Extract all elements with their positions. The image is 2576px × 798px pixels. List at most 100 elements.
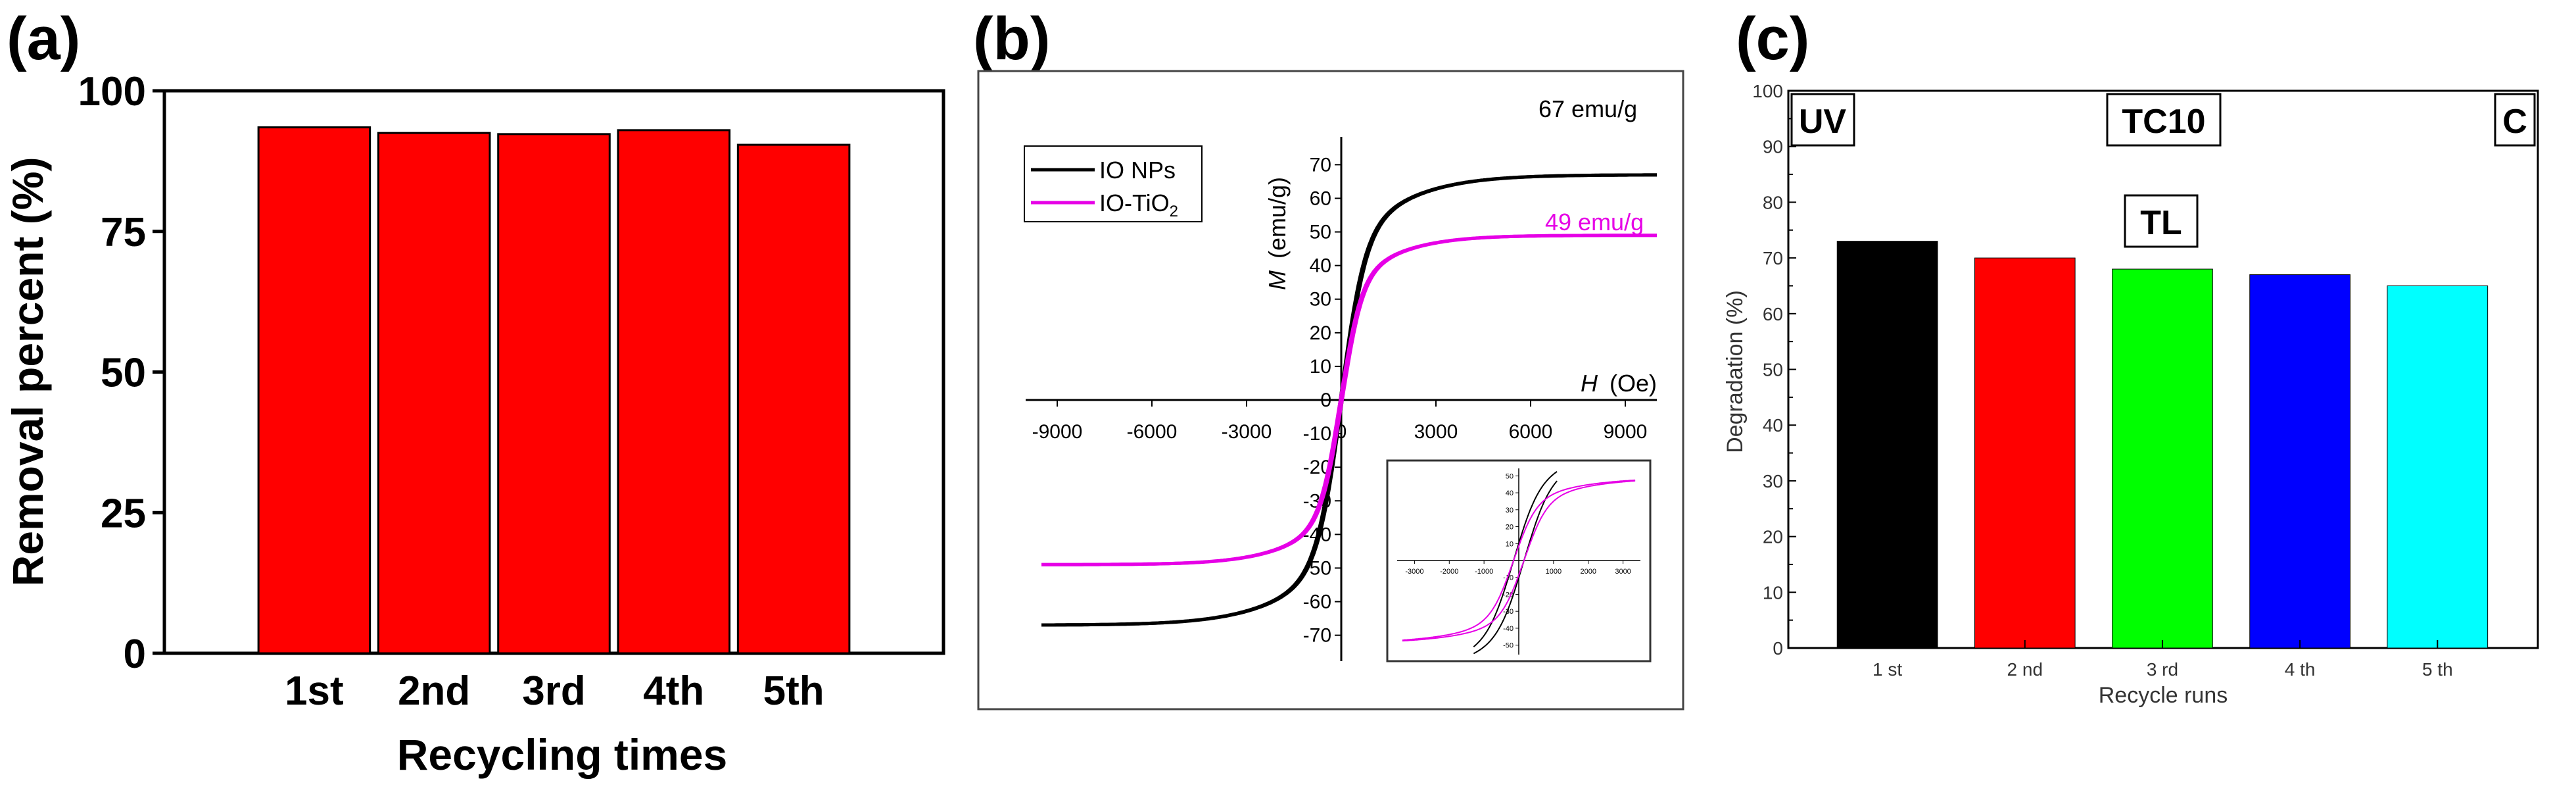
panel-c-bar-2 <box>1974 257 2076 649</box>
panel-c-y-tick-label: 100 <box>1752 81 1783 101</box>
panel-b-y-tick-label: 30 <box>1310 289 1331 311</box>
inset-y-tick-label: 10 <box>1506 540 1514 548</box>
panel-a-y-tick-label: 50 <box>101 351 146 396</box>
panel-c-label: (c) <box>1736 5 1809 72</box>
panel-b-legend-box <box>1024 145 1203 222</box>
panel-a-y-axis-title: Removal percent (%) <box>3 157 52 587</box>
panel-c-bars <box>1836 241 2489 649</box>
box-c-frame <box>2494 93 2536 147</box>
box-tl-text: TL <box>2140 204 2182 242</box>
panel-b-y-tick-label: 10 <box>1310 356 1331 378</box>
panel-a-y-tick-label: 25 <box>101 491 146 536</box>
panel-b-x-tick-label: -6000 <box>1127 421 1178 443</box>
panel-a-bar-2nd <box>377 132 491 655</box>
panel-a-bar-5th <box>736 143 851 655</box>
panel-a-y-ticks: 0 25 50 75 100 <box>78 69 164 677</box>
panel-c-x-axis-title: Recycle runs <box>2099 683 2228 708</box>
box-tc10-text: TC10 <box>2122 103 2205 141</box>
panel-c-y-tick-label: 0 <box>1773 638 1783 659</box>
panel-c: (c) 0 10 20 30 40 50 60 70 80 90 100 1 st 2 nd 3 rd 4… <box>1723 5 2539 708</box>
panel-c-x-tick-label: 4 th <box>2285 659 2316 680</box>
inset-curve-series-1-asc <box>1402 480 1636 642</box>
inset-x-tick-label: -3000 <box>1405 568 1423 576</box>
inset-x-tick-label: 1000 <box>1546 568 1562 576</box>
inset-y-tick-label: -40 <box>1503 625 1514 633</box>
panel-b: (b) -9000 -6000 -3000 0 3000 6000 9000 -70 -60 -… <box>973 5 1684 711</box>
legend-label-io-tio2: IO-TiO2 <box>1099 189 1178 220</box>
panel-b-x-tick-label: 6000 <box>1509 421 1553 443</box>
panel-a-bars <box>257 126 851 655</box>
panel-c-bar-5 <box>2387 285 2489 649</box>
panel-a-bar-3rd <box>497 133 611 655</box>
panel-c-y-tick-label: 30 <box>1763 471 1783 491</box>
panel-b-y-tick-label: -60 <box>1303 591 1331 613</box>
inset-y-tick-label: -20 <box>1503 591 1514 599</box>
inset-y-tick-label: 30 <box>1506 507 1514 514</box>
inset-x-tick-label: -2000 <box>1440 568 1458 576</box>
panel-c-y-tick-label: 90 <box>1763 137 1783 157</box>
box-uv-frame <box>1790 93 1855 147</box>
panel-b-x-axis-title: H (Oe) <box>1581 370 1657 397</box>
panel-b-x-tick-label: 9000 <box>1604 421 1648 443</box>
panel-b-y-tick-label: 50 <box>1310 222 1331 243</box>
panel-a: (a) 0 25 50 75 100 1st 2nd 3rd 4th 5th Recycling… <box>3 5 945 779</box>
box-tc10-frame <box>2106 93 2222 147</box>
panel-c-box-tc10: TC10 <box>2106 93 2222 147</box>
panel-c-box-c: C <box>2494 93 2536 147</box>
panel-b-y-tick-label: 70 <box>1310 154 1331 176</box>
inset-x-tick-label: 2000 <box>1580 568 1596 576</box>
panel-b-curves <box>1041 173 1657 627</box>
panel-b-inset: -3000 -2000 -1000 1000 2000 30005040302010-10… <box>1386 459 1652 662</box>
panel-a-x-tick-label: 3rd <box>522 668 585 714</box>
panel-a-y-tick-label: 100 <box>78 69 146 114</box>
panel-b-y-tick-label: 20 <box>1310 322 1331 344</box>
panel-a-bar-4th <box>617 129 731 655</box>
panel-c-y-tick-label: 80 <box>1763 192 1783 212</box>
panel-a-y-tick-label: 75 <box>101 210 146 255</box>
panel-c-box-tl: TL <box>2124 194 2199 248</box>
panel-c-x-tick-label: 1 st <box>1872 659 1902 680</box>
panel-c-x-tick-label: 3 rd <box>2147 659 2178 680</box>
box-tl-frame <box>2124 194 2199 248</box>
panel-c-x-tick-label: 5 th <box>2422 659 2453 680</box>
panel-c-y-tick-label: 60 <box>1763 304 1783 324</box>
panel-c-box-uv: UV <box>1790 93 1855 147</box>
panel-b-x-tick-label: -9000 <box>1032 421 1083 443</box>
panel-b-y-tick-label: 60 <box>1310 187 1331 209</box>
panel-a-label: (a) <box>7 5 80 72</box>
panel-c-x-ticks: 1 st 2 nd 3 rd 4 th 5 th <box>1872 640 2453 680</box>
panel-b-x-ticks: -9000 -6000 -3000 0 3000 6000 9000 <box>1032 400 1648 443</box>
legend-label-io-nps: IO NPs <box>1099 157 1176 184</box>
panel-a-x-tick-label: 2nd <box>398 668 470 714</box>
panel-b-annotation-io-tio2: 49 emu/g <box>1545 209 1644 236</box>
panel-a-x-tick-label: 5th <box>763 668 824 714</box>
panel-c-y-ticks: 0 10 20 30 40 50 60 70 80 90 100 <box>1752 81 1796 659</box>
inset-y-tick-label: 50 <box>1506 472 1514 480</box>
panel-b-x-tick-label: 3000 <box>1414 421 1458 443</box>
panel-c-bar-4 <box>2249 274 2350 649</box>
inset-y-tick-label: 20 <box>1506 524 1514 532</box>
panel-a-x-tick-label: 1st <box>285 668 344 714</box>
panel-b-curve-series-1-asc <box>1041 234 1657 566</box>
panel-b-y-tick-label: 40 <box>1310 255 1331 277</box>
panel-a-x-axis-title: Recycling times <box>397 730 728 779</box>
panel-a-bar-1st <box>257 126 371 655</box>
panel-b-y-tick-label: -10 <box>1303 423 1331 445</box>
inset-x-tick-label: -1000 <box>1475 568 1493 576</box>
box-c-text: C <box>2502 103 2527 141</box>
panel-b-legend: IO NPs IO-TiO2 <box>1024 145 1203 222</box>
panel-c-y-tick-label: 10 <box>1763 582 1783 603</box>
panel-b-y-tick-label: 0 <box>1320 389 1331 411</box>
panel-b-y-axis-title: M (emu/g) <box>1264 177 1291 290</box>
panel-c-bar-1 <box>1836 241 1938 649</box>
panel-c-y-tick-label: 40 <box>1763 415 1783 436</box>
panel-c-y-tick-label: 20 <box>1763 527 1783 547</box>
panel-c-x-tick-label: 2 nd <box>2007 659 2043 680</box>
inset-curve-series-1-desc <box>1402 479 1636 641</box>
panel-b-y-tick-label: -70 <box>1303 625 1331 647</box>
inset-y-tick-label: 40 <box>1506 489 1514 497</box>
panel-c-bar-3 <box>2112 268 2213 649</box>
panel-c-y-axis-title: Degradation (%) <box>1723 290 1748 453</box>
panel-a-x-tick-label: 4th <box>643 668 704 714</box>
